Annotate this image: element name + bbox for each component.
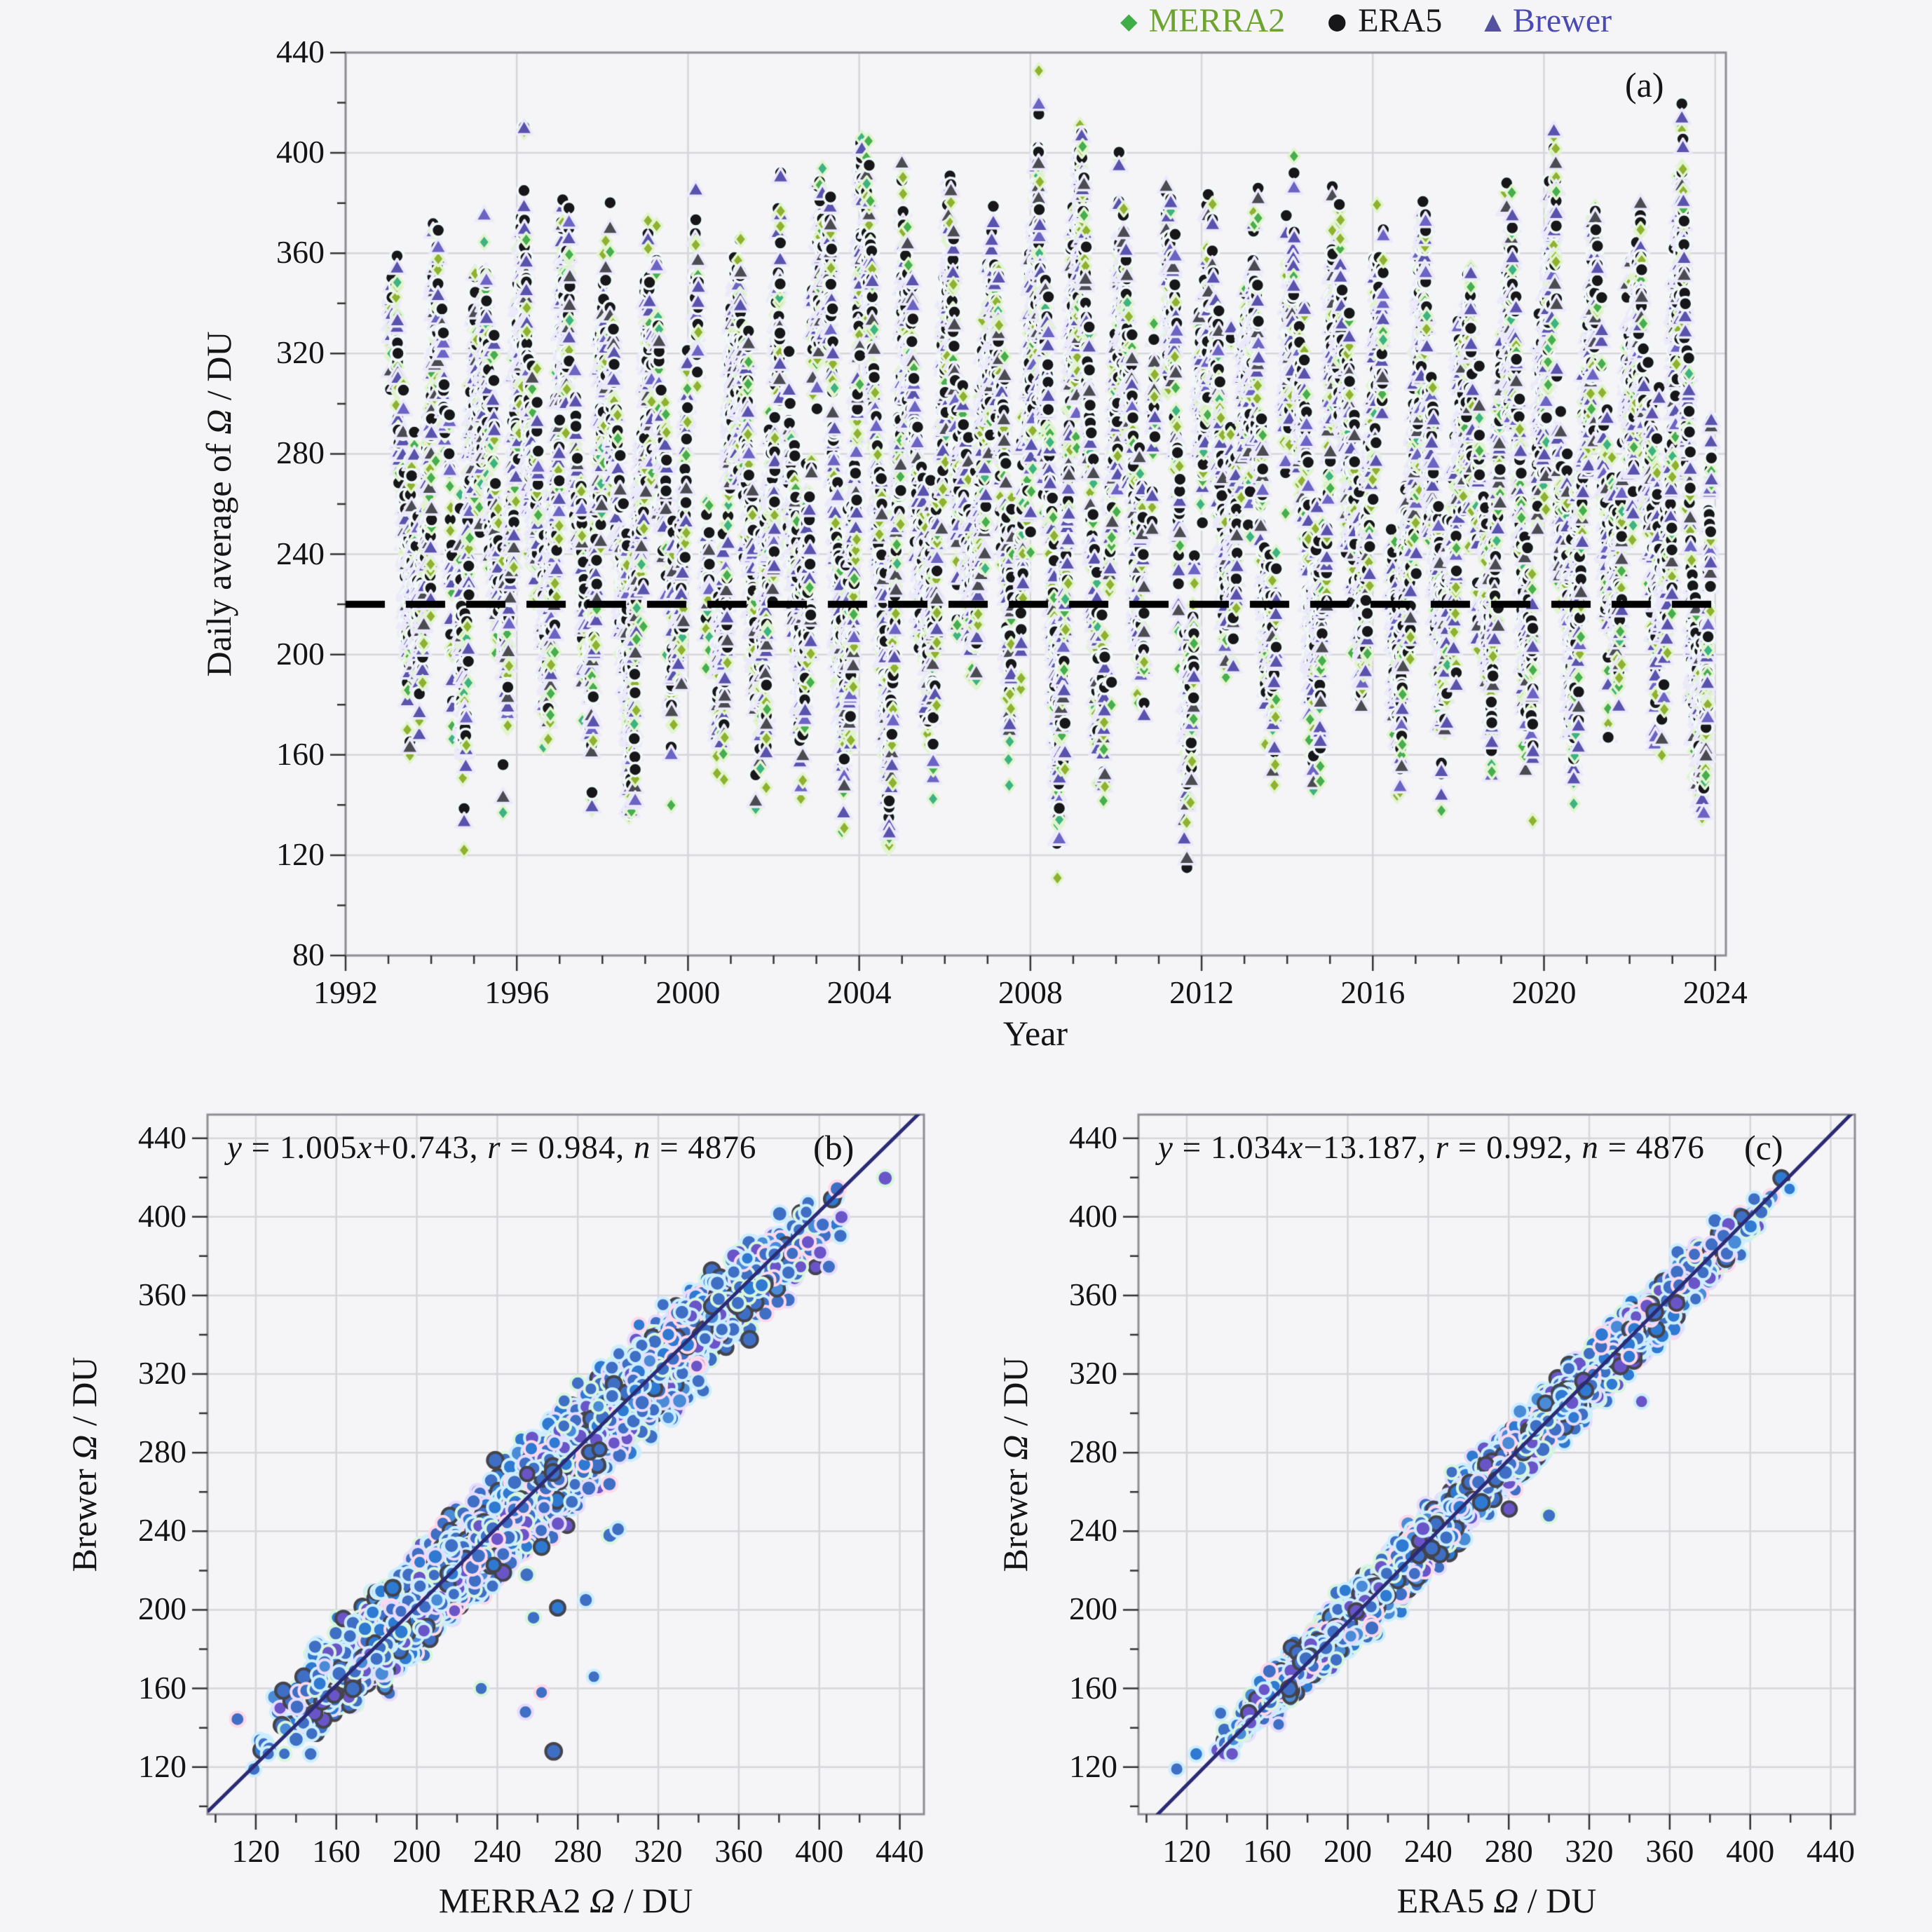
- panel-x-tick-label: 160: [1243, 1833, 1292, 1869]
- panel-a-y-tick-label: 280: [276, 435, 325, 471]
- circle-marker-icon: ●: [1327, 7, 1347, 34]
- panel-x-tick-label: 320: [634, 1833, 683, 1869]
- panel-c-x-axis-label: ERA5 Ω / DU: [1396, 1881, 1597, 1920]
- panel-a-y-tick-label: 200: [276, 635, 325, 672]
- panel-c-label: (c): [1744, 1128, 1783, 1167]
- panel-a-x-tick-label: 2020: [1511, 974, 1577, 1010]
- panel-a-x-tick-label: 2008: [998, 974, 1063, 1010]
- panel-x-tick-label: 440: [876, 1833, 925, 1869]
- panel-a-y-tick-label: 360: [276, 234, 325, 271]
- panel-x-tick-label: 120: [231, 1833, 280, 1869]
- panel-a-x-tick-label: 1992: [313, 974, 378, 1010]
- triangle-marker-icon: ▲: [1484, 7, 1502, 34]
- panel-x-tick-label: 360: [1645, 1833, 1694, 1869]
- panel-b-x-axis-label: MERRA2 Ω / DU: [438, 1881, 693, 1920]
- legend-item-era5: ● ERA5: [1327, 1, 1442, 40]
- panel-a-y-axis-label: Daily average of Ω / DU: [199, 331, 238, 677]
- panel-x-tick-label: 200: [393, 1833, 442, 1869]
- panel-y-tick-label: 400: [138, 1197, 186, 1234]
- legend-item-brewer: ▲ Brewer: [1484, 1, 1612, 40]
- panel-x-tick-label: 240: [472, 1833, 522, 1869]
- panel-a-y-tick-label: 320: [276, 334, 325, 371]
- panel-x-tick-label: 400: [795, 1833, 844, 1869]
- panel-x-tick-label: 360: [714, 1833, 763, 1869]
- panel-a-y-tick-label: 240: [276, 535, 325, 571]
- panel-y-tick-label: 360: [1069, 1276, 1117, 1312]
- panel-b-fit-equation: y = 1.005x+0.743, r = 0.984, n = 4876: [227, 1129, 757, 1166]
- panel-a-x-tick-label: 2004: [826, 974, 892, 1010]
- panel-x-tick-label: 400: [1726, 1833, 1775, 1869]
- panel-a-y-tick-label: 120: [276, 836, 325, 872]
- panel-y-tick-label: 440: [138, 1119, 186, 1155]
- panel-y-tick-label: 240: [1069, 1512, 1117, 1549]
- panel-y-tick-label: 120: [138, 1748, 186, 1784]
- panel-x-tick-label: 440: [1807, 1833, 1856, 1869]
- panel-x-tick-label: 280: [1484, 1833, 1533, 1869]
- panel-y-tick-label: 320: [1069, 1355, 1117, 1392]
- panel-a-x-tick-label: 2000: [655, 974, 721, 1010]
- panel-y-tick-label: 160: [138, 1669, 186, 1706]
- panel-x-tick-label: 200: [1324, 1833, 1373, 1869]
- panel-a-x-tick-label: 2016: [1340, 974, 1406, 1010]
- panel-a-y-tick-label: 80: [292, 937, 325, 972]
- legend-label-merra2: MERRA2: [1148, 2, 1286, 39]
- panel-y-tick-label: 120: [1069, 1748, 1117, 1784]
- panel-y-tick-label: 320: [138, 1355, 186, 1392]
- diamond-marker-icon: ◆: [1120, 7, 1138, 34]
- panel-x-tick-label: 120: [1162, 1833, 1211, 1869]
- panel-y-tick-label: 280: [138, 1434, 186, 1470]
- legend-label-era5: ERA5: [1358, 2, 1443, 39]
- legend-item-merra2: ◆ MERRA2: [1120, 1, 1285, 40]
- panel-y-tick-label: 160: [1069, 1669, 1117, 1706]
- panel-a-y-tick-label: 400: [276, 134, 325, 170]
- panel-b-label: (b): [813, 1128, 855, 1167]
- panel-y-tick-label: 400: [1069, 1197, 1117, 1234]
- panel-a-x-tick-label: 1996: [484, 974, 550, 1010]
- legend-label-brewer: Brewer: [1512, 2, 1612, 39]
- panel-c-fit-equation: y = 1.034x−13.187, r = 0.992, n = 4876: [1158, 1129, 1705, 1166]
- panel-y-tick-label: 440: [1069, 1119, 1117, 1155]
- panel-y-tick-label: 200: [138, 1591, 186, 1627]
- panel-y-tick-label: 240: [138, 1512, 186, 1549]
- panel-x-tick-label: 160: [312, 1833, 361, 1869]
- panel-x-tick-label: 280: [553, 1833, 602, 1869]
- panel-y-tick-label: 360: [138, 1276, 186, 1312]
- panel-a-y-tick-label: 160: [276, 735, 325, 772]
- panel-x-tick-label: 240: [1403, 1833, 1453, 1869]
- panel-y-tick-label: 200: [1069, 1591, 1117, 1627]
- panel-a-x-tick-label: 2024: [1682, 974, 1748, 1010]
- panel-x-tick-label: 320: [1565, 1833, 1614, 1869]
- panel-a-label: (a): [1625, 65, 1664, 104]
- legend: ◆ MERRA2 ● ERA5 ▲ Brewer: [1120, 1, 1612, 40]
- panel-a-y-tick-label: 440: [276, 34, 325, 69]
- panel-a-x-axis-label: Year: [1002, 1014, 1068, 1053]
- panel-a-x-tick-label: 2012: [1169, 974, 1234, 1010]
- panel-y-tick-label: 280: [1069, 1434, 1117, 1470]
